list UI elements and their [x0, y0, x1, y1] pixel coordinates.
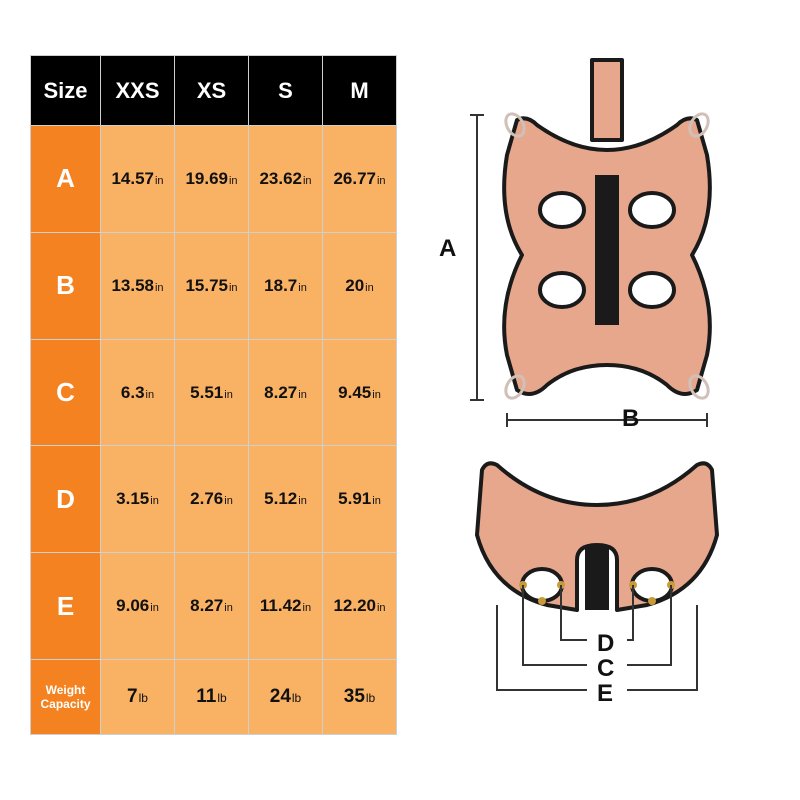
unit: in — [229, 282, 238, 294]
cell: 5.12in — [249, 446, 323, 553]
unit: in — [303, 602, 312, 614]
val: 26.77 — [333, 169, 376, 188]
val: 7 — [127, 686, 138, 707]
unit: in — [372, 495, 381, 507]
unit: in — [150, 495, 159, 507]
val: 6.3 — [121, 383, 145, 402]
col-header: M — [323, 56, 397, 126]
val: 9.45 — [338, 383, 371, 402]
unit: lb — [139, 691, 148, 705]
cell: 5.91in — [323, 446, 397, 553]
cell: 3.15in — [101, 446, 175, 553]
unit: in — [229, 175, 238, 187]
dim-label-e: E — [597, 680, 613, 708]
unit: lb — [217, 691, 226, 705]
unit: in — [298, 282, 307, 294]
val: 3.15 — [116, 489, 149, 508]
val: 2.76 — [190, 489, 223, 508]
table-row: D 3.15in 2.76in 5.12in 5.91in — [31, 446, 397, 553]
table-row-weight: Weight Capacity 7lb 11lb 24lb 35lb — [31, 660, 397, 735]
cell: 11lb — [175, 660, 249, 735]
cell: 12.20in — [323, 553, 397, 660]
cell: 7lb — [101, 660, 175, 735]
dim-label-b: B — [622, 405, 639, 433]
dim-label-c: C — [597, 655, 614, 683]
val: 12.20 — [333, 596, 376, 615]
row-header: E — [31, 553, 101, 660]
val: 23.62 — [259, 169, 302, 188]
table-row: B 13.58in 15.75in 18.7in 20in — [31, 232, 397, 339]
val: 20 — [345, 276, 364, 295]
unit: in — [372, 389, 381, 401]
cell: 13.58in — [101, 232, 175, 339]
row-header: A — [31, 126, 101, 233]
cell: 23.62in — [249, 126, 323, 233]
unit: in — [298, 495, 307, 507]
val: 19.69 — [185, 169, 228, 188]
cell: 15.75in — [175, 232, 249, 339]
unit: lb — [366, 691, 375, 705]
unit: in — [377, 602, 386, 614]
row-header: D — [31, 446, 101, 553]
table-row: C 6.3in 5.51in 8.27in 9.45in — [31, 339, 397, 446]
cell: 8.27in — [175, 553, 249, 660]
unit: in — [155, 175, 164, 187]
size-chart-table: Size XXS XS S M A 14.57in 19.69in 23.62i… — [30, 55, 397, 735]
cell: 6.3in — [101, 339, 175, 446]
weight-label: Weight Capacity — [40, 683, 90, 711]
table-row: A 14.57in 19.69in 23.62in 26.77in — [31, 126, 397, 233]
cell: 2.76in — [175, 446, 249, 553]
cell: 11.42in — [249, 553, 323, 660]
col-header: XXS — [101, 56, 175, 126]
unit: in — [224, 389, 233, 401]
unit: lb — [292, 691, 301, 705]
cell: 35lb — [323, 660, 397, 735]
unit: in — [146, 389, 155, 401]
val: 8.27 — [190, 596, 223, 615]
cell: 24lb — [249, 660, 323, 735]
unit: in — [377, 175, 386, 187]
cell: 5.51in — [175, 339, 249, 446]
cell: 18.7in — [249, 232, 323, 339]
row-header-weight: Weight Capacity — [31, 660, 101, 735]
unit: in — [224, 495, 233, 507]
unit: in — [303, 175, 312, 187]
size-header: Size — [31, 56, 101, 126]
table-row: E 9.06in 8.27in 11.42in 12.20in — [31, 553, 397, 660]
val: 5.51 — [190, 383, 223, 402]
unit: in — [155, 282, 164, 294]
unit: in — [224, 602, 233, 614]
val: 9.06 — [116, 596, 149, 615]
unit: in — [365, 282, 374, 294]
dim-label-a: A — [439, 235, 456, 263]
val: 13.58 — [111, 276, 154, 295]
val: 11 — [196, 686, 216, 707]
val: 24 — [270, 686, 291, 707]
unit: in — [150, 602, 159, 614]
row-header: B — [31, 232, 101, 339]
cell: 9.45in — [323, 339, 397, 446]
val: 8.27 — [264, 383, 297, 402]
cell: 20in — [323, 232, 397, 339]
val: 35 — [344, 686, 365, 707]
col-header: S — [249, 56, 323, 126]
val: 18.7 — [264, 276, 297, 295]
cell: 9.06in — [101, 553, 175, 660]
row-header: C — [31, 339, 101, 446]
val: 5.12 — [264, 489, 297, 508]
unit: in — [298, 389, 307, 401]
val: 5.91 — [338, 489, 371, 508]
dim-label-d: D — [597, 630, 614, 658]
diagram-panel: A B — [397, 55, 770, 735]
table-header-row: Size XXS XS S M — [31, 56, 397, 126]
col-header: XS — [175, 56, 249, 126]
cell: 8.27in — [249, 339, 323, 446]
val: 11.42 — [260, 596, 302, 615]
cell: 19.69in — [175, 126, 249, 233]
val: 15.75 — [185, 276, 228, 295]
cell: 14.57in — [101, 126, 175, 233]
cell: 26.77in — [323, 126, 397, 233]
harness-top-icon — [437, 55, 757, 435]
val: 14.57 — [111, 169, 154, 188]
